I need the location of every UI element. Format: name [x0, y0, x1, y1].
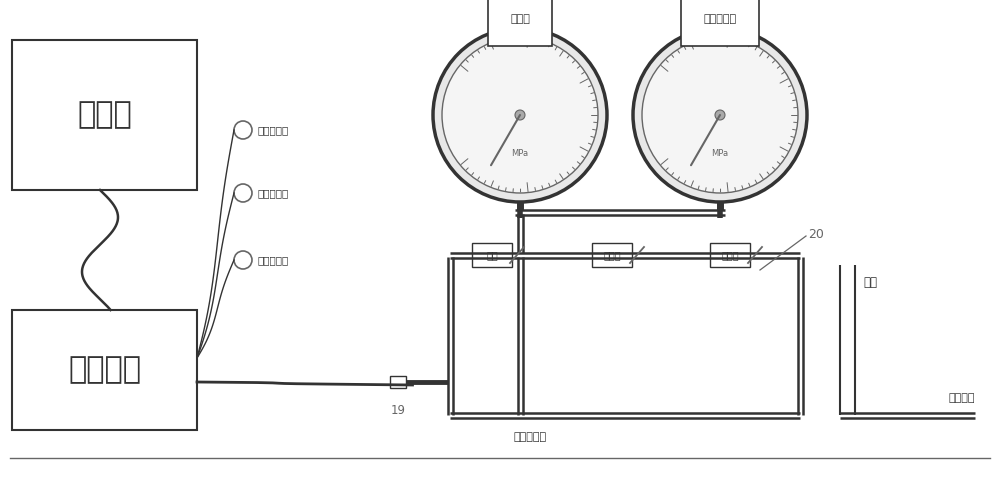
Circle shape — [234, 121, 252, 139]
FancyBboxPatch shape — [592, 243, 632, 267]
Text: 连接管连器: 连接管连器 — [513, 432, 547, 442]
Text: 19: 19 — [390, 404, 406, 417]
FancyBboxPatch shape — [12, 40, 197, 190]
Circle shape — [715, 110, 725, 120]
Text: 工作指示灯: 工作指示灯 — [257, 188, 288, 198]
Text: 电源指示灯: 电源指示灯 — [257, 125, 288, 135]
Text: 电脑主机: 电脑主机 — [68, 355, 141, 384]
Text: 压力表: 压力表 — [510, 14, 530, 24]
Circle shape — [442, 37, 598, 193]
Circle shape — [234, 184, 252, 202]
Circle shape — [642, 37, 798, 193]
FancyBboxPatch shape — [390, 376, 406, 388]
Text: 减压阀: 减压阀 — [721, 250, 739, 260]
FancyBboxPatch shape — [472, 243, 512, 267]
Circle shape — [515, 110, 525, 120]
Text: 总阀: 总阀 — [486, 250, 498, 260]
Text: 被试气机: 被试气机 — [948, 393, 975, 403]
Text: 氮气: 氮气 — [863, 275, 877, 288]
Text: 升压阀: 升压阀 — [603, 250, 621, 260]
FancyBboxPatch shape — [710, 243, 750, 267]
Text: 超压报警灯: 超压报警灯 — [257, 255, 288, 265]
Text: 显示器: 显示器 — [77, 100, 132, 129]
Text: MPa: MPa — [711, 150, 729, 158]
Text: MPa: MPa — [511, 150, 529, 158]
Circle shape — [633, 28, 807, 202]
Text: 精密压力表: 精密压力表 — [703, 14, 737, 24]
FancyBboxPatch shape — [12, 310, 197, 430]
Circle shape — [433, 28, 607, 202]
Text: 20: 20 — [808, 228, 824, 242]
Circle shape — [234, 251, 252, 269]
